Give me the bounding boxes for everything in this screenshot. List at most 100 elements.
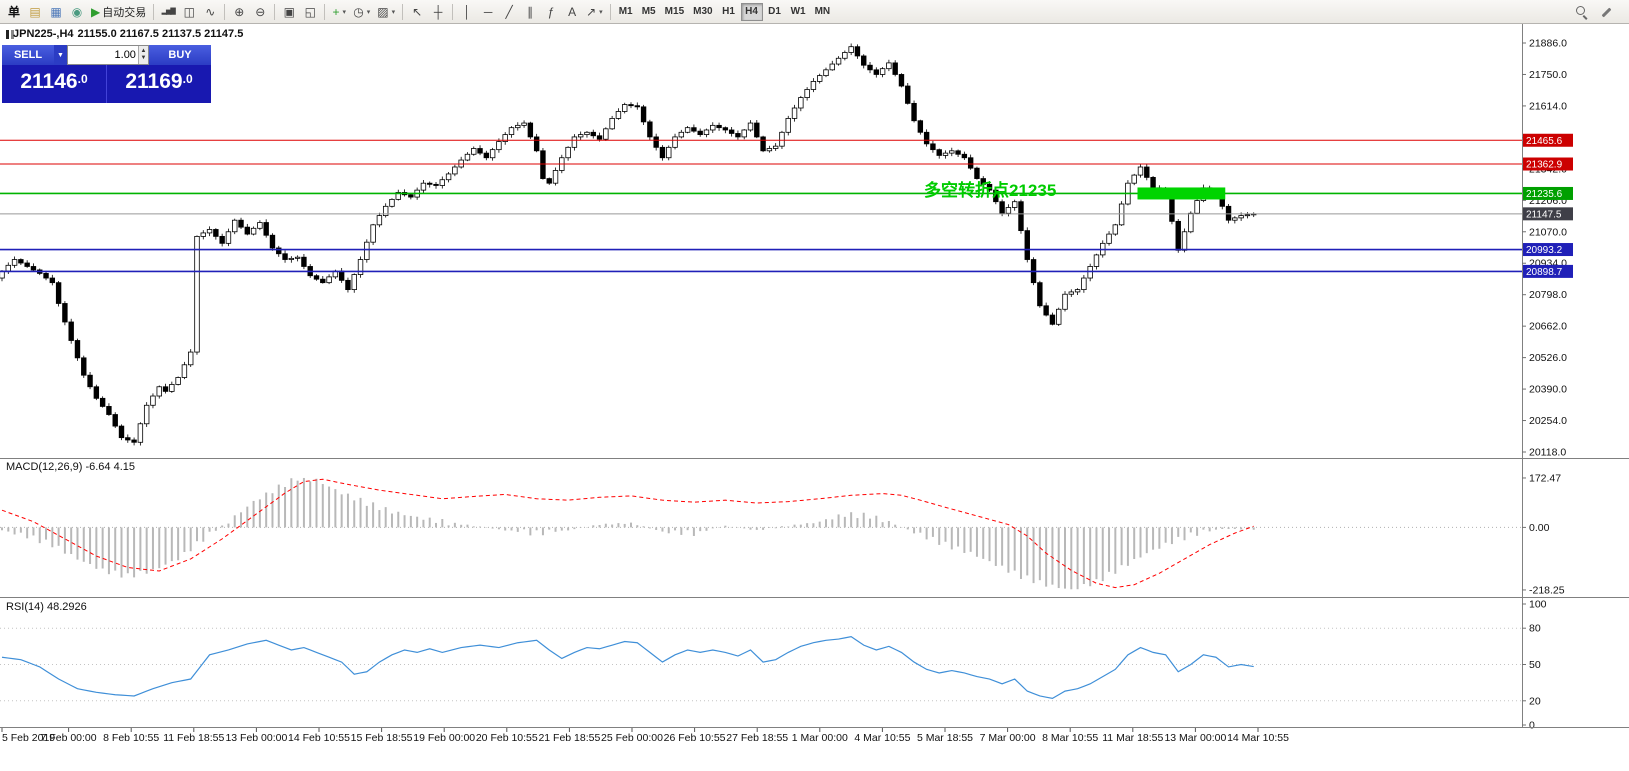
svg-text:20662.0: 20662.0 bbox=[1529, 321, 1567, 333]
rsi-panel[interactable]: 100 80 50 20 0 bbox=[0, 597, 1629, 732]
svg-text:20254.0: 20254.0 bbox=[1529, 415, 1567, 427]
auto-trading-icon: ▶ bbox=[91, 4, 101, 19]
edit-button[interactable] bbox=[1597, 2, 1617, 22]
svg-text:-218.25: -218.25 bbox=[1529, 584, 1565, 596]
trade-panel-controls: SELL ▼ ▲ ▼ BUY bbox=[2, 45, 211, 65]
chart-symbol-label: JPN225-,H4 bbox=[13, 28, 74, 40]
crosshair-icon: ┼ bbox=[433, 4, 443, 19]
svg-text:21147.5: 21147.5 bbox=[1526, 209, 1562, 220]
svg-text:21070.0: 21070.0 bbox=[1529, 226, 1567, 238]
trendline-icon: ╱ bbox=[505, 4, 513, 19]
market-watch-icon: ▦ bbox=[50, 4, 62, 19]
horizontal-line-icon: ─ bbox=[483, 4, 493, 19]
trendline-button[interactable]: ╱ bbox=[499, 2, 519, 22]
toolbar-separator bbox=[452, 3, 454, 20]
svg-text:50: 50 bbox=[1529, 659, 1541, 671]
periods-button[interactable]: ◷ ▾ bbox=[350, 2, 373, 22]
timeframe-d1-button[interactable]: D1 bbox=[768, 6, 781, 17]
cascade-windows-button[interactable]: ◱ bbox=[300, 2, 320, 22]
search-icon bbox=[1575, 5, 1588, 18]
svg-text:25 Feb 00:00: 25 Feb 00:00 bbox=[601, 732, 663, 744]
chart-header: JPN225-,H4 21155.0 21167.5 21137.5 21147… bbox=[6, 28, 243, 40]
svg-text:5 Feb 2019: 5 Feb 2019 bbox=[2, 732, 55, 744]
periods-icon: ◷ bbox=[353, 4, 364, 19]
price-axis[interactable]: 21886.021750.021614.021478.021342.021206… bbox=[1522, 24, 1629, 728]
sell-price-main: 21146 bbox=[20, 70, 78, 93]
search-button[interactable] bbox=[1571, 2, 1591, 22]
equidistant-channel-icon: ∥ bbox=[527, 4, 534, 19]
order-type-dropdown[interactable]: ▼ bbox=[54, 45, 67, 65]
candlestick-chart-icon: ◫ bbox=[183, 4, 195, 19]
timeframe-mn-button[interactable]: MN bbox=[814, 6, 831, 17]
svg-text:21465.6: 21465.6 bbox=[1526, 136, 1563, 147]
toolbar-separator bbox=[609, 3, 611, 20]
svg-text:20993.2: 20993.2 bbox=[1526, 245, 1563, 256]
line-chart-button[interactable]: ∿ bbox=[200, 2, 220, 22]
buy-button[interactable]: BUY bbox=[149, 45, 211, 65]
navigator-button[interactable]: ◉ bbox=[67, 2, 87, 22]
svg-text:20898.7: 20898.7 bbox=[1526, 267, 1563, 278]
text-button[interactable]: A bbox=[562, 2, 582, 22]
toolbar-separator bbox=[153, 3, 155, 20]
timeframe-h1-button[interactable]: H1 bbox=[722, 6, 735, 17]
cursor-button[interactable]: ↖ bbox=[407, 2, 427, 22]
new-order-button[interactable]: 单 bbox=[4, 2, 24, 22]
market-watch-button[interactable]: ▦ bbox=[46, 2, 66, 22]
zoom-in-button[interactable]: ⊕ bbox=[229, 2, 249, 22]
timeframe-h4-button[interactable]: H4 bbox=[740, 2, 763, 21]
fibonacci-button[interactable]: ƒ bbox=[541, 2, 561, 22]
candles-layer bbox=[0, 43, 1257, 446]
sell-price[interactable]: 21146 .0 bbox=[2, 65, 107, 103]
toolbar: 单 ▤ ▦ ◉ ▶ 自动交易 ▂▅▇ ◫ ∿ ⊕ ⊖ ▣ ◱ + ▾ ◷ ▾ ▨ ▾ ↖ ┼ │ ─ ╱ ∥ ƒ A ↗ ▾ M1 M5 M… bbox=[0, 0, 1629, 24]
horizontal-line-button[interactable]: ─ bbox=[478, 2, 498, 22]
add-indicator-icon: + bbox=[332, 4, 340, 19]
toolbar-separator bbox=[274, 3, 276, 20]
line-chart-icon: ∿ bbox=[205, 4, 216, 19]
profiles-button[interactable]: ▤ bbox=[25, 2, 45, 22]
svg-text:21750.0: 21750.0 bbox=[1529, 69, 1567, 81]
svg-text:100: 100 bbox=[1529, 599, 1547, 611]
zoom-out-button[interactable]: ⊖ bbox=[250, 2, 270, 22]
candlestick-chart-button[interactable]: ◫ bbox=[179, 2, 199, 22]
profiles-icon: ▤ bbox=[29, 4, 41, 19]
trade-panel-prices: 21146 .0 21169 .0 bbox=[2, 65, 211, 103]
auto-trading-button[interactable]: ▶ 自动交易 bbox=[88, 2, 149, 22]
sell-button[interactable]: SELL bbox=[2, 45, 54, 65]
svg-text:7 Mar 00:00: 7 Mar 00:00 bbox=[980, 732, 1036, 744]
svg-text:14 Mar 10:55: 14 Mar 10:55 bbox=[1227, 732, 1289, 744]
buy-price[interactable]: 21169 .0 bbox=[107, 65, 211, 103]
volume-field: ▲ ▼ bbox=[67, 45, 149, 65]
bar-chart-button[interactable]: ▂▅▇ bbox=[158, 2, 178, 22]
templates-button[interactable]: ▨ ▾ bbox=[374, 2, 398, 22]
level-lines-layer bbox=[0, 139, 1522, 273]
svg-text:172.47: 172.47 bbox=[1529, 472, 1561, 484]
bar-chart-icon: ▂▅▇ bbox=[161, 8, 176, 15]
vertical-line-button[interactable]: │ bbox=[457, 2, 477, 22]
equidistant-channel-button[interactable]: ∥ bbox=[520, 2, 540, 22]
svg-text:11 Feb 18:55: 11 Feb 18:55 bbox=[163, 732, 224, 744]
toolbar-right bbox=[1571, 2, 1617, 22]
caret-down-icon: ▼ bbox=[57, 51, 64, 59]
volume-stepper[interactable]: ▲ ▼ bbox=[137, 46, 148, 64]
rsi-label: RSI(14) 48.2926 bbox=[6, 601, 87, 613]
add-indicator-button[interactable]: + ▾ bbox=[329, 2, 349, 22]
timeframe-m30-button[interactable]: M30 bbox=[693, 6, 713, 17]
macd-panel[interactable]: 172.47 0.00 -218.25 bbox=[0, 458, 1629, 597]
svg-text:21235.6: 21235.6 bbox=[1526, 189, 1563, 200]
volume-input[interactable] bbox=[68, 46, 138, 64]
caret-down-icon: ▾ bbox=[391, 8, 396, 16]
crosshair-button[interactable]: ┼ bbox=[428, 2, 448, 22]
svg-text:20118.0: 20118.0 bbox=[1529, 447, 1566, 459]
svg-text:0.00: 0.00 bbox=[1529, 522, 1550, 534]
svg-text:26 Feb 10:55: 26 Feb 10:55 bbox=[664, 732, 726, 744]
svg-text:20526.0: 20526.0 bbox=[1529, 352, 1567, 364]
chart-area[interactable]: 21886.021750.021614.021478.021342.021206… bbox=[0, 24, 1629, 771]
timeframe-m1-button[interactable]: M1 bbox=[618, 6, 633, 17]
one-click-trading-panel: SELL ▼ ▲ ▼ BUY 21146 .0 21169 .0 bbox=[2, 45, 211, 103]
tile-windows-button[interactable]: ▣ bbox=[279, 2, 299, 22]
arrows-button[interactable]: ↗ ▾ bbox=[583, 2, 606, 22]
timeframe-m15-button[interactable]: M15 bbox=[664, 6, 685, 17]
timeframe-w1-button[interactable]: W1 bbox=[790, 6, 806, 17]
timeframe-m5-button[interactable]: M5 bbox=[641, 6, 656, 17]
